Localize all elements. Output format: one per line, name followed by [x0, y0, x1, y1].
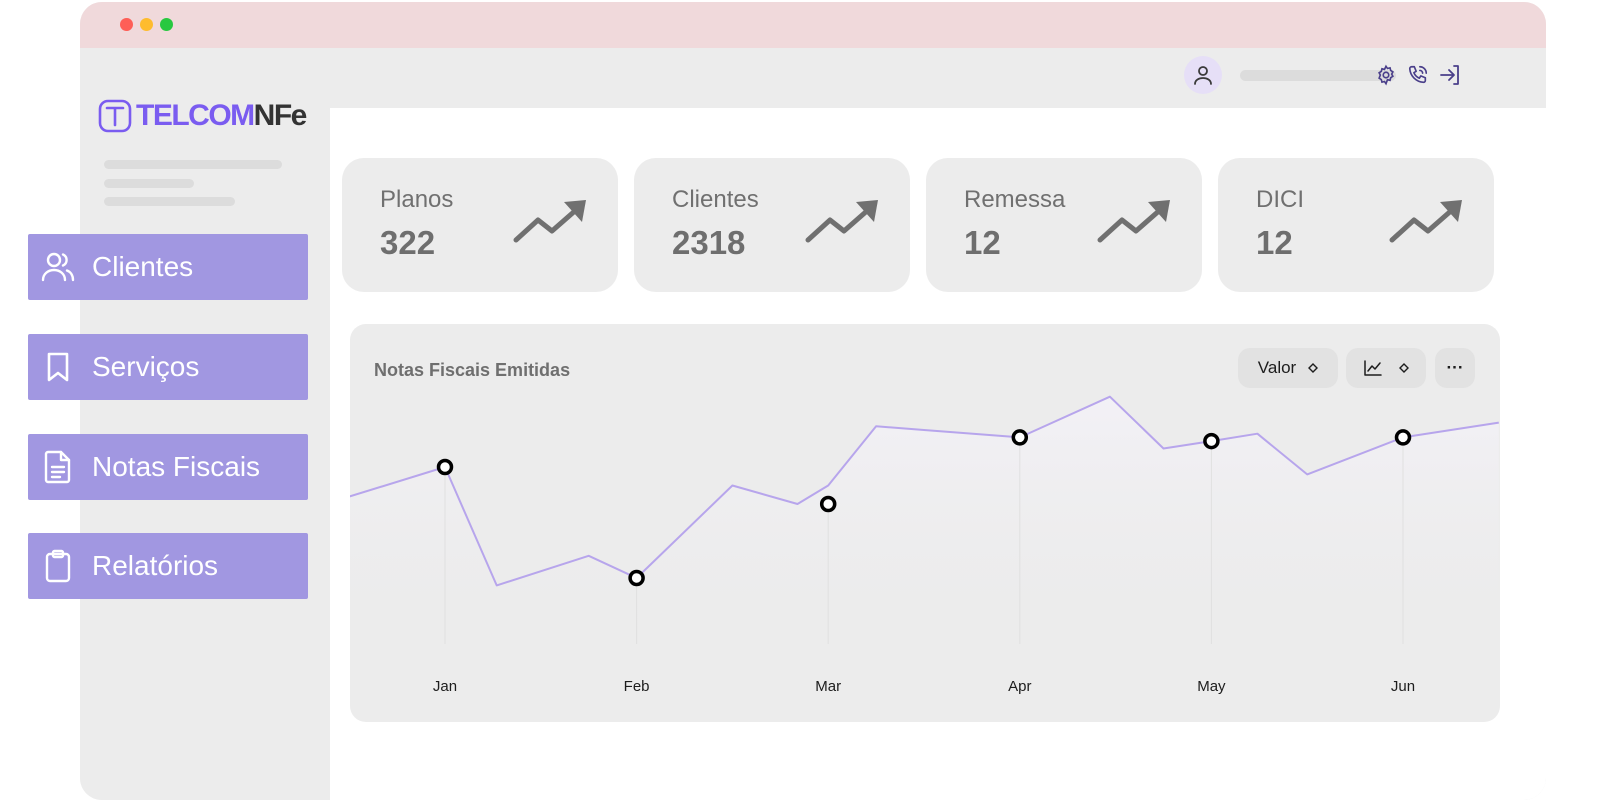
x-axis-tick-label: Jun: [1391, 678, 1415, 695]
skeleton-line: [104, 160, 282, 169]
stat-value: 322: [380, 224, 436, 261]
logo-text-nfe: NFe: [253, 99, 308, 132]
chart-point: [1394, 429, 1412, 446]
logo-t-icon: [98, 99, 132, 133]
maximize-window-button[interactable]: [160, 18, 173, 31]
x-axis-tick-label: Feb: [624, 678, 650, 695]
line-chart: Jan Feb Mar Apr May Jun: [350, 395, 1499, 695]
chart-title: Notas Fiscais Emitidas: [374, 360, 571, 380]
chart-point: [436, 458, 454, 476]
user-name-placeholder: [1240, 70, 1396, 81]
bookmark-icon: [40, 349, 76, 385]
stat-label: Planos: [380, 186, 454, 213]
stat-card-remessa[interactable]: Remessa 12: [926, 158, 1202, 292]
logout-icon[interactable]: [1438, 63, 1462, 87]
sidebar-item-label: Relatórios: [92, 550, 219, 581]
stat-card-dici[interactable]: DICI 12: [1218, 158, 1494, 292]
window-titlebar: [80, 2, 1546, 48]
chart-series-line: [350, 395, 1499, 587]
trending-up-icon: [1389, 200, 1462, 243]
document-icon: [40, 449, 76, 485]
chart-type-select[interactable]: [1346, 348, 1426, 388]
stat-card-clientes[interactable]: Clientes 2318: [634, 158, 910, 292]
stat-label: DICI: [1256, 186, 1304, 213]
metric-select[interactable]: Valor: [1238, 348, 1338, 388]
sidebar-item-relatorios[interactable]: Relatórios: [28, 533, 308, 599]
skeleton-line: [104, 179, 194, 188]
stat-label: Remessa: [964, 186, 1066, 213]
main-content: Planos 322 Clientes 2318 Remessa 12 DICI…: [330, 108, 1546, 800]
x-axis-tick-label: Apr: [1008, 678, 1031, 695]
chart-point: [1011, 429, 1029, 446]
sidebar-item-label: Notas Fiscais: [92, 451, 261, 482]
select-diamond-icon: [1308, 363, 1319, 373]
chart-point: [819, 495, 837, 513]
line-chart-icon: [1364, 360, 1382, 376]
sidebar-item-servicos[interactable]: Serviços: [28, 334, 308, 400]
x-axis-tick-label: Mar: [815, 678, 841, 695]
more-options-button[interactable]: ···: [1435, 348, 1475, 388]
trending-up-icon: [805, 200, 878, 243]
select-diamond-icon: [1399, 363, 1409, 373]
stat-value: 12: [1256, 224, 1293, 261]
sidebar-item-label: Clientes: [92, 251, 194, 282]
clipboard-icon: [40, 548, 76, 584]
x-axis-tick-label: May: [1197, 678, 1226, 695]
chart-point: [1203, 432, 1220, 450]
chart-card: Notas Fiscais Emitidas Valor ··· Jan Feb M…: [350, 324, 1500, 722]
metric-select-label: Valor: [1257, 358, 1297, 377]
phone-icon[interactable]: [1406, 63, 1430, 87]
chart-area: [350, 396, 1499, 652]
sidebar-item-clientes[interactable]: Clientes: [28, 234, 308, 300]
settings-icon[interactable]: [1374, 63, 1398, 87]
minimize-window-button[interactable]: [140, 18, 153, 31]
brand-logo[interactable]: TELCOMNFe: [98, 98, 308, 134]
chart-point: [628, 569, 645, 587]
trending-up-icon: [513, 200, 586, 243]
stat-label: Clientes: [672, 186, 759, 213]
user-icon: [1194, 66, 1212, 85]
stat-card-planos[interactable]: Planos 322: [342, 158, 618, 292]
stat-value: 12: [964, 224, 1001, 261]
logo-text-telcom: TELCOM: [136, 99, 255, 132]
stat-value: 2318: [672, 224, 746, 261]
users-icon: [40, 249, 76, 285]
avatar[interactable]: [1184, 56, 1222, 94]
sidebar-item-label: Serviços: [92, 351, 200, 382]
sidebar: TELCOMNFe: [80, 48, 330, 800]
app-window: TELCOMNFe Planos 322 Clientes 2318 Remes…: [80, 2, 1546, 800]
sidebar-item-notas-fiscais[interactable]: Notas Fiscais: [28, 434, 308, 500]
close-window-button[interactable]: [120, 18, 133, 31]
trending-up-icon: [1097, 200, 1170, 243]
skeleton-line: [104, 197, 235, 206]
x-axis-tick-label: Jan: [433, 678, 457, 695]
